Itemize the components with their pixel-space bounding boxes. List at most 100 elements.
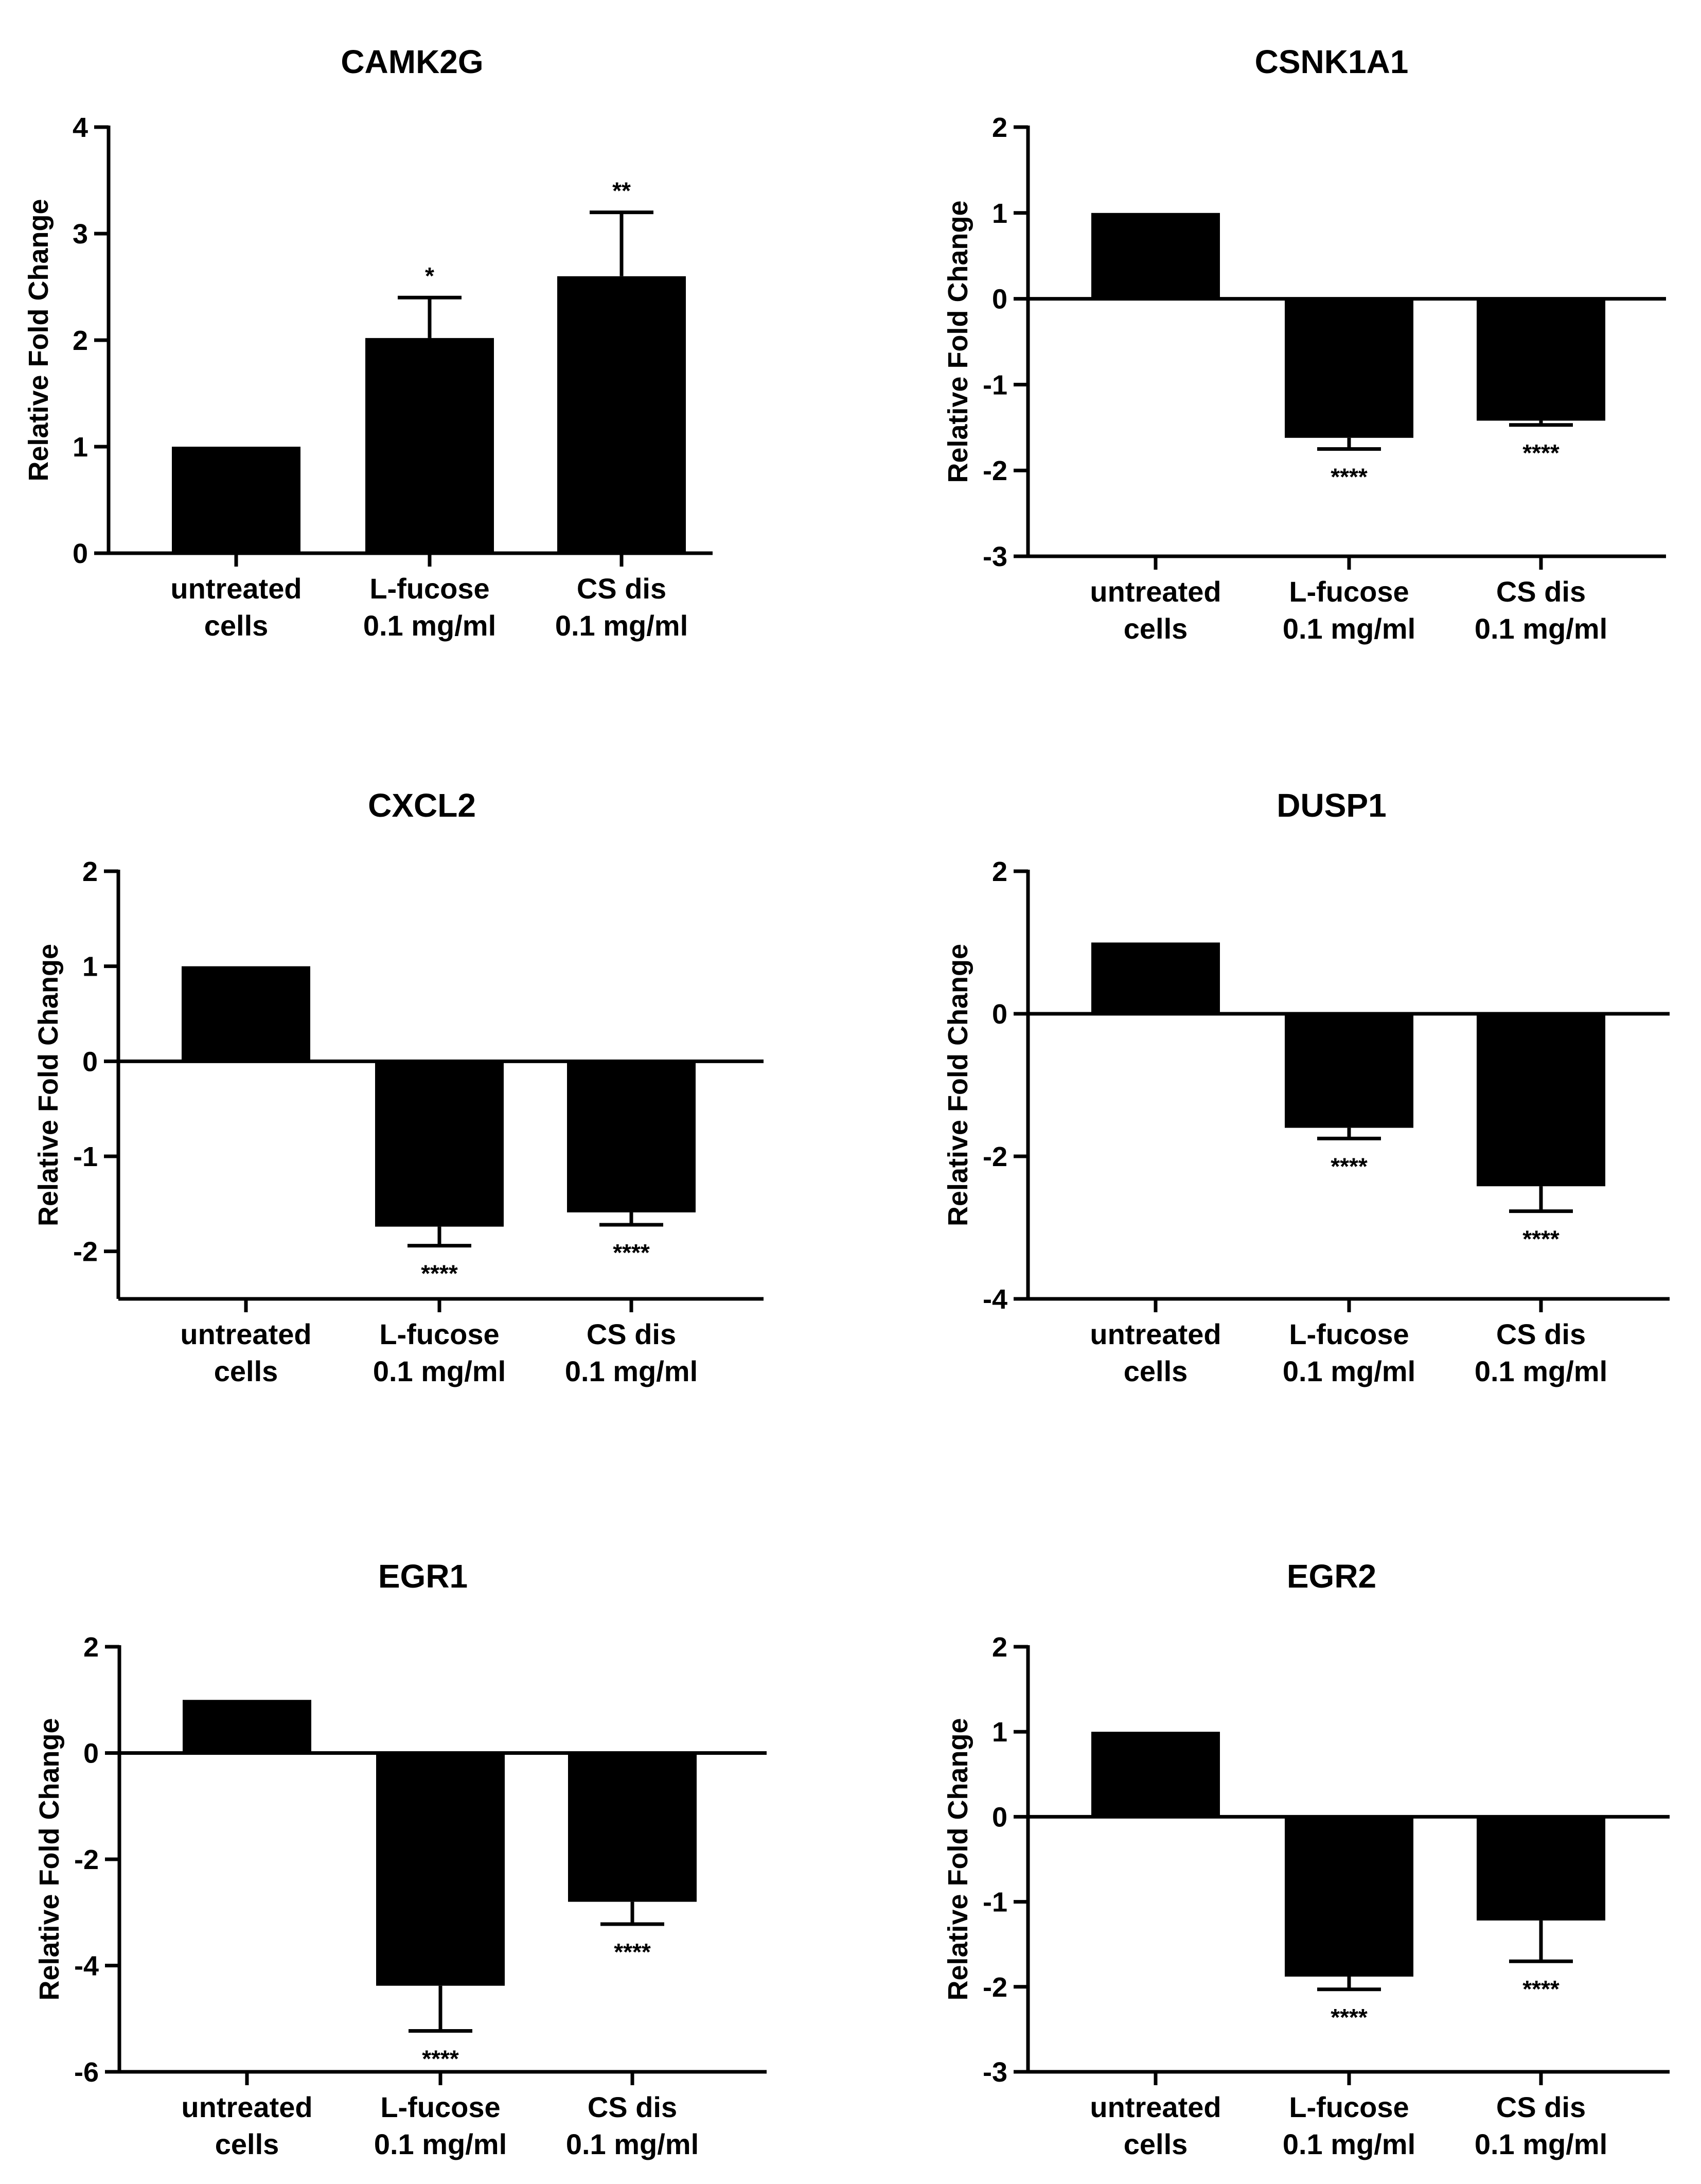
y-tick-label: -4 [983, 1284, 1007, 1315]
y-axis-label: Relative Fold Change [943, 200, 973, 483]
y-tick-label: 0 [73, 538, 88, 569]
significance-label: **** [614, 1939, 651, 1965]
x-tick-label: 0.1 mg/ml [555, 609, 688, 642]
bar [1285, 1817, 1413, 1977]
significance-label: **** [1331, 2004, 1368, 2031]
y-tick-label: -1 [983, 369, 1007, 400]
y-tick-label: 4 [73, 112, 88, 143]
y-tick-label: 2 [992, 112, 1007, 143]
bar [1091, 1732, 1220, 1817]
x-tick-label: L-fucose [379, 1318, 499, 1350]
x-tick-label: CS dis [587, 1318, 676, 1350]
x-tick-label: L-fucose [1289, 575, 1409, 608]
x-tick-label: 0.1 mg/ml [1475, 2128, 1607, 2160]
y-tick-label: 2 [73, 325, 88, 356]
bar [557, 276, 686, 553]
y-axis-label: Relative Fold Change [34, 1718, 65, 2000]
y-tick-label: -1 [983, 1887, 1007, 1918]
significance-label: **** [1522, 1976, 1560, 2002]
y-tick-label: -4 [74, 1951, 99, 1982]
bar [365, 338, 494, 553]
x-tick-label: 0.1 mg/ml [1475, 612, 1607, 645]
chart-title: DUSP1 [1277, 787, 1386, 824]
bar [183, 1700, 311, 1753]
y-tick-label: 2 [992, 856, 1007, 887]
significance-label: **** [421, 1260, 458, 1287]
y-axis-label: Relative Fold Change [943, 944, 973, 1226]
significance-label: **** [1522, 1226, 1560, 1253]
y-tick-label: -2 [983, 1141, 1007, 1172]
y-tick-label: 1 [73, 432, 88, 463]
x-tick-label: untreated [1090, 1318, 1221, 1350]
y-tick-label: -2 [73, 1237, 98, 1267]
x-tick-label: cells [1124, 1355, 1188, 1387]
y-tick-label: -3 [983, 541, 1007, 572]
chart-title: CSNK1A1 [1255, 43, 1409, 80]
bar [1477, 298, 1605, 421]
x-tick-label: L-fucose [369, 572, 489, 605]
x-tick-label: cells [204, 609, 269, 642]
y-tick-label: 0 [83, 1738, 99, 1769]
y-axis-label: Relative Fold Change [943, 1718, 973, 2000]
x-tick-label: 0.1 mg/ml [363, 609, 496, 642]
y-tick-label: 1 [82, 952, 98, 982]
y-tick-label: 3 [73, 219, 88, 250]
chart-dusp1: DUSP1 Relative Fold Change -4 -2 0 2 untreated… [943, 787, 1670, 1387]
chart-egr2: EGR2 Relative Fold Change -3 -2 -1 0 1 2 untreat… [943, 1558, 1670, 2160]
x-tick-label: cells [1124, 612, 1188, 645]
chart-cxcl2: CXCL2 Relative Fold Change -2 -1 0 1 2 untreate… [33, 787, 764, 1387]
x-tick-label: 0.1 mg/ml [374, 2128, 507, 2160]
x-tick-label: L-fucose [1289, 1318, 1409, 1350]
y-tick-label: 0 [992, 999, 1007, 1030]
x-tick-label: 0.1 mg/ml [566, 2128, 699, 2160]
y-tick-label: 0 [992, 284, 1007, 315]
y-tick-label: -2 [983, 455, 1007, 486]
bar [1091, 213, 1220, 299]
significance-label: **** [1522, 439, 1560, 466]
x-tick-label: L-fucose [380, 2091, 500, 2123]
y-tick-label: 1 [992, 198, 1007, 229]
bar [375, 1061, 504, 1227]
bar [1091, 942, 1220, 1014]
x-tick-label: cells [215, 2128, 279, 2160]
y-tick-label: -2 [74, 1844, 99, 1875]
x-tick-label: untreated [1090, 575, 1221, 608]
bar [1285, 1014, 1413, 1128]
bar [1477, 1817, 1605, 1921]
x-tick-label: 0.1 mg/ml [373, 1355, 506, 1387]
y-tick-label: 1 [992, 1717, 1007, 1748]
x-tick-label: untreated [170, 572, 302, 605]
x-tick-label: 0.1 mg/ml [1283, 612, 1415, 645]
x-tick-label: CS dis [1496, 2091, 1586, 2123]
chart-camk2g: CAMK2G Relative Fold Change 0 1 2 3 4 untreated… [23, 43, 713, 642]
significance-label: ** [612, 178, 631, 204]
bar [567, 1061, 696, 1212]
bar [182, 966, 310, 1062]
bar [1477, 1014, 1605, 1187]
significance-label: **** [422, 2045, 459, 2072]
significance-label: **** [1331, 1153, 1368, 1179]
y-tick-label: 0 [992, 1802, 1007, 1833]
x-tick-label: cells [214, 1355, 278, 1387]
x-tick-label: 0.1 mg/ml [565, 1355, 698, 1387]
x-tick-label: 0.1 mg/ml [1475, 1355, 1607, 1387]
bar [376, 1753, 505, 1986]
y-tick-label: 2 [992, 1632, 1007, 1663]
x-tick-label: L-fucose [1289, 2091, 1409, 2123]
chart-title: CAMK2G [341, 43, 483, 80]
x-tick-label: CS dis [577, 572, 666, 605]
x-tick-label: CS dis [1496, 575, 1586, 608]
bar [1285, 298, 1413, 438]
x-tick-label: 0.1 mg/ml [1283, 1355, 1415, 1387]
x-tick-label: cells [1124, 2128, 1188, 2160]
y-tick-label: 2 [82, 856, 98, 887]
significance-label: **** [1331, 464, 1368, 490]
significance-label: * [425, 262, 434, 289]
y-axis-label: Relative Fold Change [33, 944, 64, 1226]
significance-label: **** [613, 1239, 650, 1266]
chart-csnk1a1: CSNK1A1 Relative Fold Change -3 -2 -1 0 1 2 untr… [943, 43, 1666, 645]
y-tick-label: 0 [82, 1046, 98, 1077]
y-tick-label: -6 [74, 2057, 99, 2088]
x-tick-label: untreated [181, 2091, 312, 2123]
